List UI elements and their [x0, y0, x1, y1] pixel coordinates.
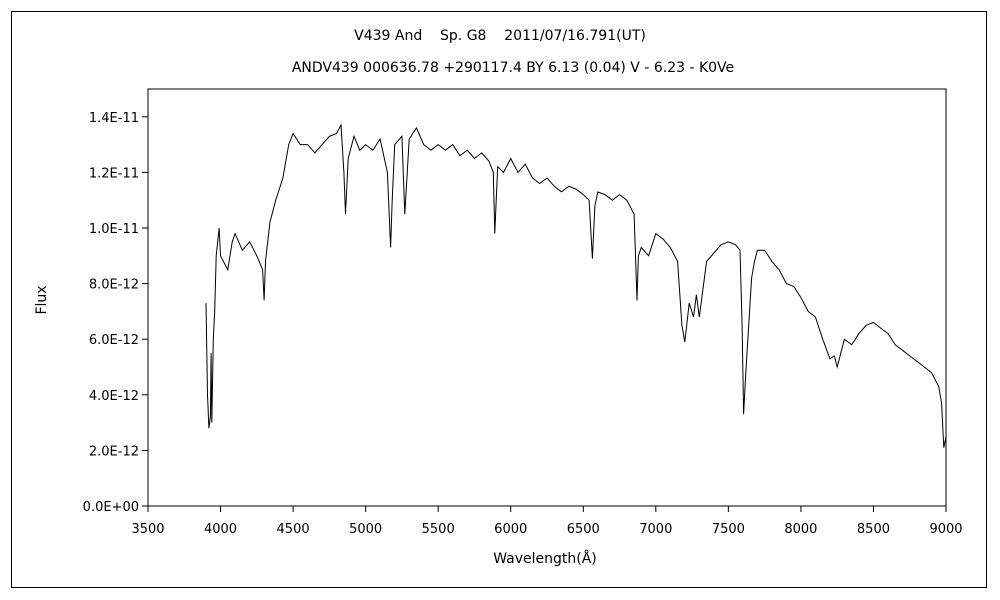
chart-frame [11, 11, 987, 588]
x-tick-label: 8000 [784, 522, 817, 537]
x-tick-label: 5000 [349, 522, 382, 537]
x-tick-label: 8500 [857, 522, 890, 537]
y-axis: 0.0E+00 2.0E-12 4.0E-12 6.0E-12 8.0E-12 1.0E-… [83, 111, 148, 515]
y-tick-label: 2.0E-12 [89, 444, 139, 459]
x-tick-label: 6000 [494, 522, 527, 537]
x-tick-label: 7000 [639, 522, 672, 537]
y-tick-label: 6.0E-12 [89, 333, 139, 348]
y-tick-label: 1.2E-11 [89, 166, 139, 181]
x-axis-label: Wavelength(Å) [493, 550, 597, 567]
plot-area [147, 88, 947, 507]
chart-title: V439 And Sp. G8 2011/07/16.791(UT) [354, 28, 646, 44]
x-axis: 3500 4000 4500 5000 5500 6000 6500 7000 7500 8000… [131, 506, 963, 537]
x-tick-label: 6500 [567, 522, 600, 537]
x-tick-label: 3500 [131, 522, 164, 537]
y-tick-label: 1.4E-11 [89, 111, 139, 126]
x-tick-label: 5500 [422, 522, 455, 537]
y-tick-label: 0.0E+00 [83, 500, 139, 515]
x-tick-label: 4500 [277, 522, 310, 537]
y-axis-label: Flux [34, 285, 50, 314]
y-tick-label: 8.0E-12 [89, 278, 139, 293]
chart-subtitle: ANDV439 000636.78 +290117.4 BY 6.13 (0.0… [292, 60, 734, 76]
y-tick-label: 4.0E-12 [89, 389, 139, 404]
x-tick-label: 7500 [712, 522, 745, 537]
x-tick-label: 4000 [204, 522, 237, 537]
y-tick-label: 1.0E-11 [89, 222, 139, 237]
spectrum-line [205, 123, 947, 448]
x-tick-label: 9000 [929, 522, 962, 537]
